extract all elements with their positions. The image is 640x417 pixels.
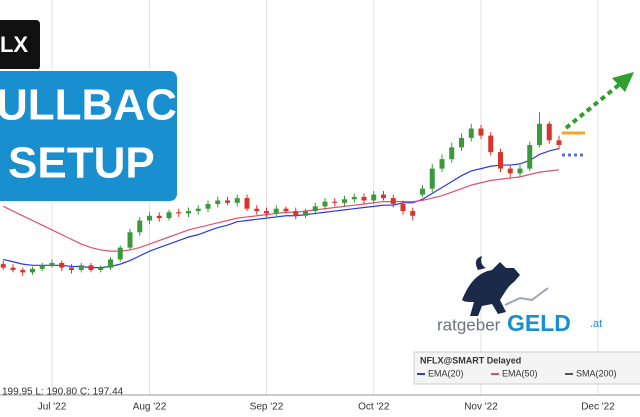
candle-body [0,264,6,268]
candle-body [371,194,377,201]
candle-body [39,265,45,269]
candle-body [195,208,201,212]
logo-trend [504,287,549,306]
headline-line: ULLBACK [0,81,209,130]
candle-body [10,267,16,271]
candle-body [59,262,65,268]
candle-body [147,215,152,221]
ticker-text: LX [0,32,28,57]
candle-body [400,203,406,212]
candle-body [293,211,299,216]
ohlc-readout: 199.95 L: 190.80 C: 197.44 [2,387,124,398]
candle-body [546,123,552,141]
candle-body [527,145,533,169]
candle-body [127,232,133,248]
candle-body [225,200,230,203]
candle-body [410,211,416,216]
candle-body [264,211,269,214]
candle-body [176,212,182,214]
candle-body [439,159,445,169]
candle-body [108,259,113,268]
candle-body [312,206,318,212]
indicator-line [2,169,560,252]
logo-prefix: ratgeber [437,315,501,334]
candle-body [88,265,94,271]
candle-body [254,208,260,212]
candle-body [98,267,104,271]
candle-body [420,188,425,195]
legend: NFLX@SMART Delayed EMA(20) EMA(50) SMA(200… [413,351,640,385]
candle-body [215,200,221,204]
legend-label: EMA(50) [502,368,538,378]
candle-body [498,152,503,169]
callout [0,69,179,203]
x-tick-label: Aug '22 [133,402,167,413]
bull-horn [475,256,486,270]
candle-body [468,128,474,138]
candle-body [556,140,562,146]
legend-label: SMA(200) [576,368,617,378]
candle-body [117,247,123,260]
candle-body [78,265,84,271]
bull-icon [462,262,520,316]
logo-brand: GELD [507,310,571,336]
candle-body [30,268,35,273]
target-arrow [564,82,622,130]
logo-suffix: .at [590,318,602,330]
candle-body [205,203,211,209]
indicator-line [3,147,560,269]
legend-title: NFLX@SMART Delayed [420,355,521,365]
candle-body [332,201,338,203]
candle-body [156,215,162,219]
candle-body [234,198,240,203]
candle-body [49,262,55,266]
legend-box [413,351,640,385]
arrow-head [612,72,634,92]
candle-body [429,168,435,189]
x-tick-label: Jul '22 [38,402,67,413]
candle-body [273,208,279,214]
candle-body [488,135,494,153]
candle-body [361,196,367,201]
x-tick-label: Nov '22 [464,402,498,413]
candle-body [478,128,484,136]
candle-body [137,220,143,233]
candle-body [351,196,357,200]
candle-body [69,267,74,271]
x-tick-label: Dec '22 [581,402,615,413]
candle-body [390,198,396,204]
ticker-tag [0,20,40,70]
x-tick-label: Oct '22 [358,402,390,413]
candle-body [166,212,172,219]
candle-body [20,270,26,273]
candle-body [283,208,289,212]
candle-body [449,147,455,160]
candle-body [303,211,308,216]
candle-body [381,194,386,199]
candle-body [507,168,513,174]
candle-body [244,198,250,209]
candle-body [342,199,347,203]
candle-body [537,123,542,146]
candle-body [459,137,464,148]
x-tick-label: Sep '22 [250,402,284,413]
candle-body [186,211,191,214]
headline-line: SETUP [8,139,155,188]
legend-label: EMA(20) [428,368,464,378]
logo: ratgeber GELD .at [437,256,602,336]
candle-body [322,201,328,207]
candle-body [517,168,523,174]
